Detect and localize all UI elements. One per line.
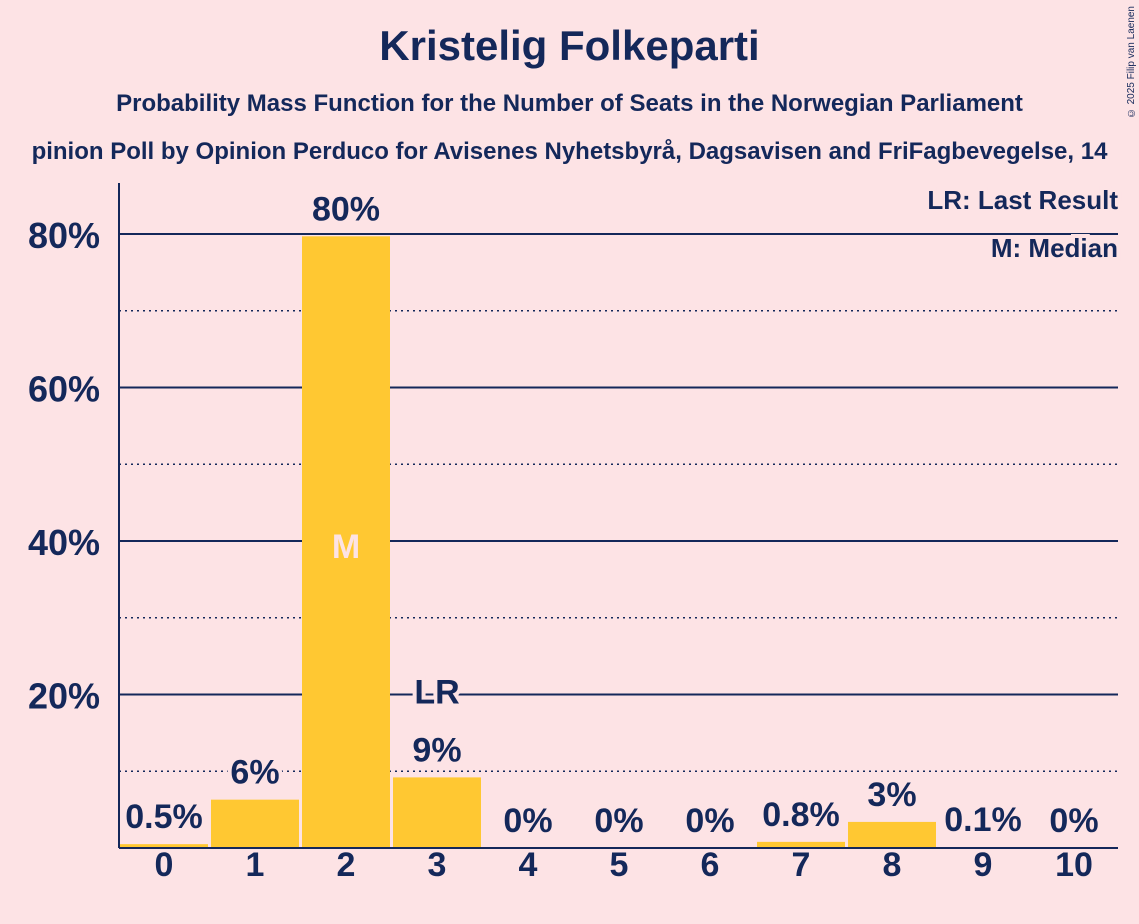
data-label: 0.8% (762, 796, 840, 834)
x-tick-label: 10 (1055, 846, 1093, 884)
y-tick-label: 20% (28, 676, 100, 717)
y-tick-label: 40% (28, 522, 100, 563)
x-tick-label: 1 (246, 846, 265, 884)
x-tick-label: 7 (792, 846, 811, 884)
data-label: 0% (503, 802, 552, 840)
data-label: 9% (412, 731, 461, 769)
x-tick-label: 5 (610, 846, 629, 884)
x-tick-label: 9 (974, 846, 993, 884)
x-tick-label: 4 (519, 846, 538, 884)
data-label: 80% (312, 190, 380, 228)
bar (848, 821, 936, 848)
median-marker: M (332, 528, 360, 566)
bar (757, 841, 845, 848)
chart-source-line: pinion Poll by Opinion Perduco for Avise… (31, 138, 1108, 165)
x-tick-label: 2 (337, 846, 356, 884)
bar (302, 236, 390, 849)
x-tick-label: 3 (428, 846, 447, 884)
data-label: 0% (594, 802, 643, 840)
chart-title: Kristelig Folkeparti (379, 22, 760, 69)
chart-subtitle: Probability Mass Function for the Number… (116, 90, 1023, 117)
last-result-marker: LR (414, 673, 459, 711)
data-label: 0.1% (944, 801, 1022, 839)
data-label: 0% (685, 802, 734, 840)
bar (120, 844, 208, 848)
data-label: 0.5% (125, 798, 203, 836)
bar (211, 799, 299, 848)
legend-entry: M: Median (991, 233, 1118, 263)
y-tick-label: 60% (28, 369, 100, 410)
y-tick-label: 80% (28, 215, 100, 256)
data-label: 0% (1049, 802, 1098, 840)
x-tick-label: 0 (155, 846, 174, 884)
x-tick-label: 8 (883, 846, 902, 884)
data-label: 3% (867, 776, 916, 814)
bar (393, 777, 481, 848)
legend-entry: LR: Last Result (927, 185, 1118, 215)
x-tick-label: 6 (701, 846, 720, 884)
data-label: 6% (230, 754, 279, 792)
